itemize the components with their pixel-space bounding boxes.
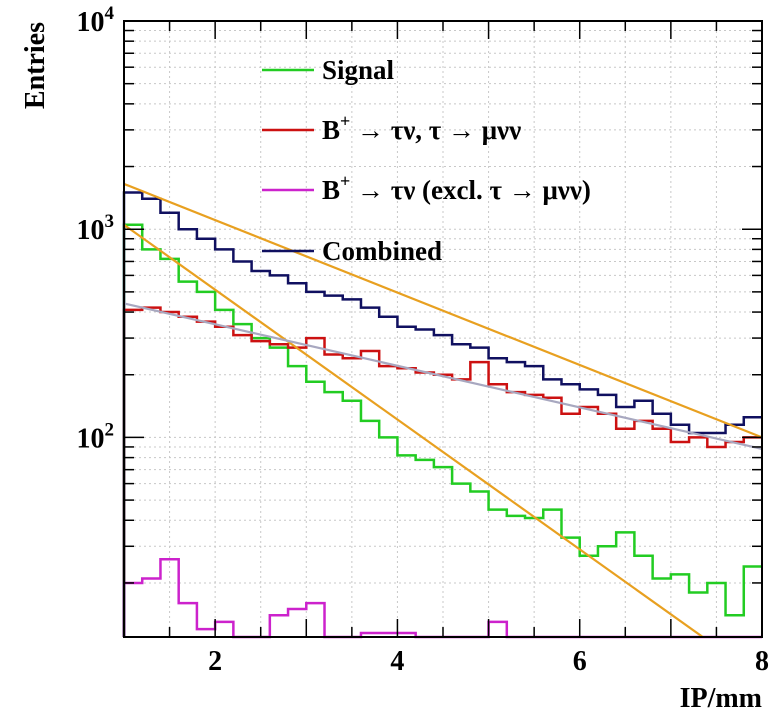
series-3-histogram [122,191,762,637]
x-tick-label: 2 [208,646,222,677]
y-tick-exponent: 3 [105,211,115,232]
legend-label-1: B+ → τν, τ → μνν [322,111,521,145]
legend-label-main: Signal [322,55,395,85]
y-tick-base: 10 [77,7,105,38]
y-tick-label: 102 [77,419,115,454]
legend-label-rest: → τν (excl. τ → μνν) [350,175,591,205]
legend-label-main: Combined [322,236,442,266]
legend-label-rest: → τν, τ → μνν [350,115,521,145]
y-tick-base: 10 [77,423,105,454]
x-axis-title: IP/mm [680,683,762,714]
legend-label-main: B [322,175,340,205]
legend-label-main: B [322,115,340,145]
x-tick-label: 6 [573,646,587,677]
fit-tau-mu [123,302,763,451]
x-tick-label: 4 [390,646,404,677]
legend-label-3: Combined [322,236,442,266]
y-tick-exponent: 4 [105,3,115,24]
fit-curves [123,182,763,638]
y-tick-label: 103 [77,211,115,246]
y-tick-base: 10 [77,215,105,246]
y-tick-label: 104 [77,3,115,38]
y-axis-title: Entries [20,22,51,109]
legend-label-0: Signal [322,55,395,85]
legend-label-superscript: + [340,111,350,131]
y-tick-exponent: 2 [105,419,115,440]
legend-label-2: B+ → τν (excl. τ → μνν) [322,171,591,205]
fit-signal [123,223,704,638]
x-tick-label: 8 [755,646,769,677]
legend-label-superscript: + [340,171,350,191]
series-0-histogram [122,223,762,637]
axis-ticks [124,20,763,637]
fit-combined [123,182,763,439]
